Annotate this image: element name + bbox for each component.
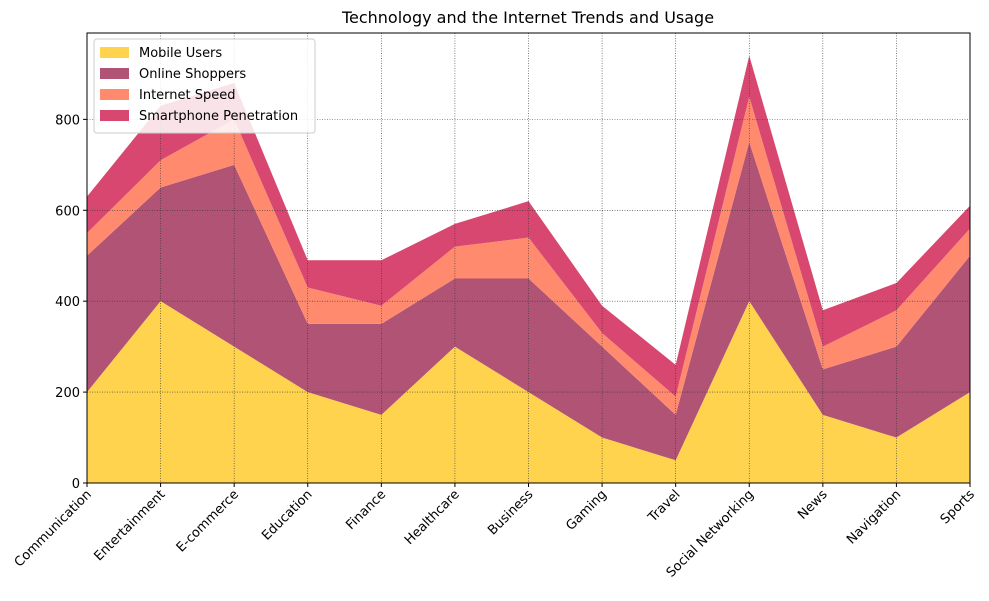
legend-swatch-mobile-users (100, 47, 129, 58)
legend-swatch-smartphone-penetration (100, 110, 129, 121)
x-tick-label: Entertainment (91, 487, 168, 564)
x-tick-label: Travel (645, 487, 684, 526)
legend-label-smartphone-penetration: Smartphone Penetration (139, 109, 298, 124)
legend-label-online-shoppers: Online Shoppers (139, 67, 246, 82)
x-tick-label: Finance (343, 487, 389, 533)
legend-label-mobile-users: Mobile Users (139, 46, 222, 61)
x-tick-label: Healthcare (402, 487, 463, 548)
x-tick-label: Gaming (563, 487, 610, 534)
x-tick-label: Communication (12, 487, 95, 570)
x-tick-label: E-commerce (174, 487, 242, 555)
legend-swatch-internet-speed (100, 89, 129, 100)
legend-box (93, 38, 316, 134)
x-tick-label: Sports (938, 487, 978, 527)
y-tick-label: 200 (55, 386, 80, 401)
legend: Mobile Users Online Shoppers Internet Spee… (93, 38, 316, 134)
legend-swatch-online-shoppers (100, 68, 129, 79)
x-tick-label: News (795, 487, 831, 523)
x-tick-label: Education (259, 487, 315, 543)
chart-title: Technology and the Internet Trends and U… (341, 8, 714, 27)
y-tick-label: 400 (55, 295, 80, 310)
x-tick-label: Business (485, 487, 536, 538)
y-tick-label: 800 (55, 113, 80, 128)
y-tick-label: 0 (72, 477, 80, 492)
x-tick-label: Navigation (844, 487, 904, 547)
legend-label-internet-speed: Internet Speed (139, 88, 236, 103)
y-tick-label: 600 (55, 204, 80, 219)
